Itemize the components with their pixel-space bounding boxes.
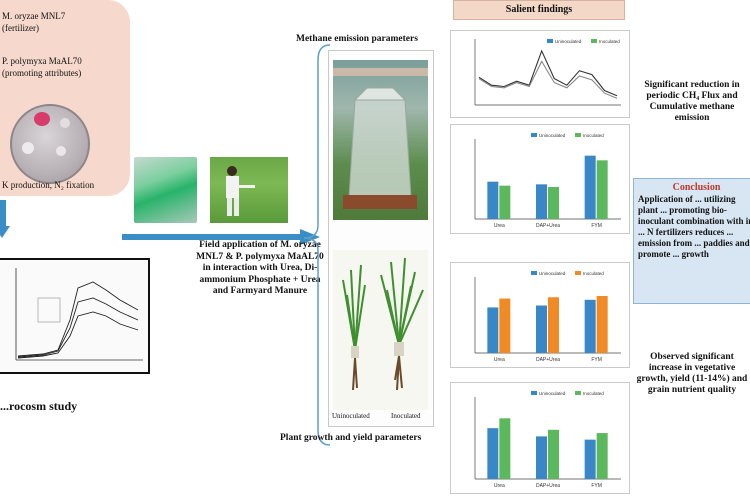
colony-spot <box>60 118 70 128</box>
category-label: FYM <box>591 483 602 489</box>
bar <box>548 297 559 353</box>
bar <box>487 307 499 353</box>
methane-label: Methane emission parameters <box>296 34 418 44</box>
category-label: Urea <box>494 223 505 229</box>
yield-plot: Uninoculated Inoculated Urea DAP+Urea FYM <box>474 391 621 489</box>
microcosm-chart <box>0 258 150 374</box>
legend-swatch <box>575 391 581 395</box>
finding-methane-text: Significant reduction in periodic CH₄ Fl… <box>644 80 740 123</box>
legend-label: Inoculated <box>599 39 620 44</box>
legend-swatch <box>575 133 581 137</box>
growth-plot: Uninoculated Inoculated Urea DAP+Urea FYM <box>474 271 621 363</box>
colony-spot <box>56 146 66 156</box>
methane-flux-plot: Uninoculated Inoculated <box>474 39 621 106</box>
microbe-attributes: K production, N₂ fixation <box>2 180 95 190</box>
inoculated-label: Inoculated <box>391 412 421 420</box>
legend-label: Uninoculated <box>555 39 582 44</box>
legend-swatch <box>591 39 597 43</box>
bar <box>596 433 608 479</box>
category-label: DAP+Urea <box>536 483 560 489</box>
bar <box>584 155 596 219</box>
uninoculated-label: Uninoculated <box>332 412 370 420</box>
legend-label: Uninoculated <box>539 391 566 396</box>
colony-spot <box>22 142 34 154</box>
legend-swatch <box>531 271 537 275</box>
legend-label: Inoculated <box>583 391 604 396</box>
gas-chamber-photo <box>333 60 428 220</box>
bar <box>548 187 559 219</box>
bar <box>499 418 511 479</box>
legend-label: Inoculated <box>583 133 604 138</box>
field-worker-figure <box>226 166 255 216</box>
bracket-icon <box>303 44 331 446</box>
category-label: FYM <box>591 223 602 229</box>
field-application-text: Field application of M. oryzae MNL7 & P.… <box>196 240 324 296</box>
legend-label: Uninoculated <box>539 133 566 138</box>
down-arrow-icon <box>0 200 10 238</box>
bar <box>596 296 608 353</box>
legend-swatch <box>531 133 537 137</box>
growth-label: Plant growth and yield parameters <box>280 433 422 443</box>
findings-header: Salient findings <box>453 0 625 20</box>
microbe-2-name: P. polymyxa MaAL70 <box>2 56 82 66</box>
microbe-1-role: (fertilizer) <box>2 23 39 33</box>
legend-label: Uninoculated <box>539 271 566 276</box>
bar <box>536 184 547 219</box>
legend-swatch <box>547 39 553 43</box>
cumulative-methane-plot: Uninoculated Inoculated Urea DAP+Urea FYM <box>474 133 621 229</box>
colony-spot <box>34 112 50 126</box>
methane-flux-chart: Uninoculated Inoculated <box>450 30 630 118</box>
legend-swatch <box>575 271 581 275</box>
series-line <box>478 49 618 97</box>
category-label: Urea <box>494 483 505 489</box>
yield-chart: Uninoculated Inoculated Urea DAP+Urea FYM <box>450 382 630 494</box>
bar <box>536 436 547 479</box>
rice-plants-figure <box>342 257 424 391</box>
finding-growth-text: Observed significant increase in vegetat… <box>636 352 748 395</box>
conclusion-text: Application of ... utilizing plant ... p… <box>638 194 750 259</box>
legend-swatch <box>531 391 537 395</box>
bar <box>499 298 511 353</box>
microbe-1-name: M. oryzae MNL7 <box>2 11 66 21</box>
bar <box>487 428 499 479</box>
legend-label: Inoculated <box>583 271 604 276</box>
microcosm-study-label: ...rocosm study <box>0 399 78 413</box>
growth-chart: Uninoculated Inoculated Urea DAP+Urea FYM <box>450 262 630 368</box>
bar <box>499 185 511 219</box>
bar <box>487 181 499 219</box>
category-label: DAP+Urea <box>536 223 560 229</box>
category-label: FYM <box>591 357 602 363</box>
rice-plants-photo <box>333 250 428 410</box>
microbe-2-role: (promoting attributes) <box>2 68 82 78</box>
conclusion-title: Conclusion <box>672 182 721 193</box>
bar <box>584 299 596 353</box>
category-label: DAP+Urea <box>536 357 560 363</box>
field-worker-photo <box>210 157 288 223</box>
bar <box>584 439 596 479</box>
bar <box>536 305 547 353</box>
bar <box>596 160 608 219</box>
spray-photo <box>134 157 197 223</box>
petri-dish-image <box>10 104 90 184</box>
category-label: Urea <box>494 357 505 363</box>
gas-chamber-figure <box>333 68 428 209</box>
bar <box>548 429 559 479</box>
conclusion-box: Conclusion Application of ... utilizing … <box>633 178 750 304</box>
series-line <box>478 60 618 99</box>
cumulative-methane-chart: Uninoculated Inoculated Urea DAP+Urea FYM <box>450 124 630 234</box>
microcosm-chart-plot <box>15 268 143 361</box>
